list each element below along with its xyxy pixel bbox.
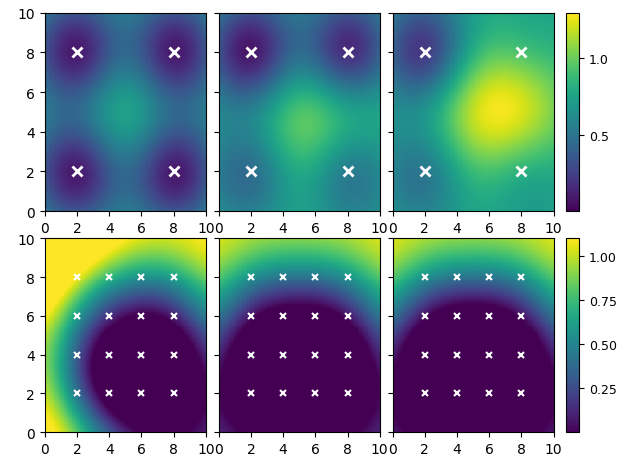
X-axis label: t=8: t=8 xyxy=(460,241,486,255)
X-axis label: t=0: t=0 xyxy=(113,241,138,255)
X-axis label: t=5: t=5 xyxy=(286,241,312,255)
